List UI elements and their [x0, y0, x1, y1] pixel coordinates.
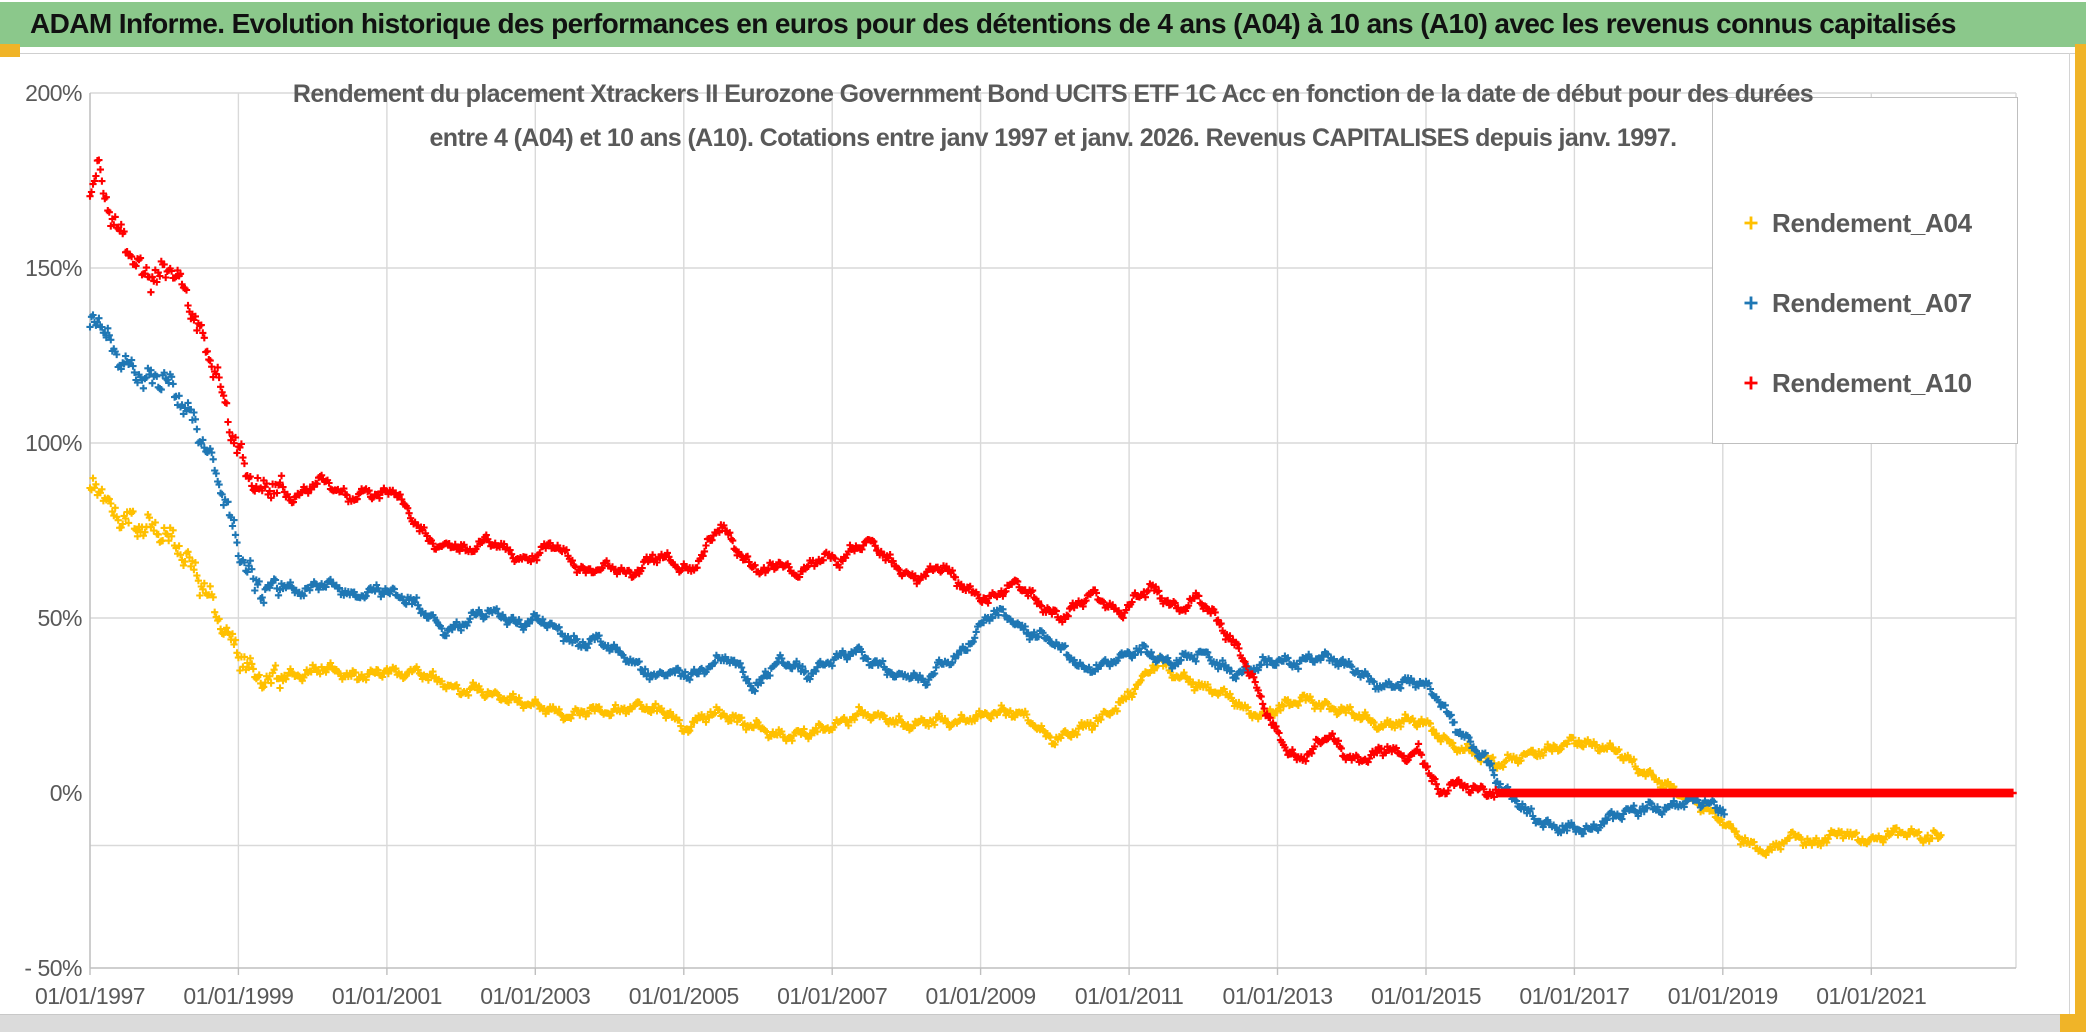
x-axis-tick-label: 01/01/2011 [1075, 983, 1183, 1009]
chart-title-line1: Rendement du placement Xtrackers II Euro… [292, 80, 1814, 108]
x-axis-tick-label: 01/01/2001 [332, 983, 442, 1009]
chart-legend: Rendement_A04 Rendement_A07 Rendement_A10 [1712, 97, 2018, 444]
banner-title: ADAM Informe. Evolution historique des p… [30, 8, 1956, 39]
x-axis-tick-label: 01/01/2015 [1371, 983, 1481, 1009]
legend-label: Rendement_A10 [1772, 367, 1972, 398]
legend-item-rendement_a04: Rendement_A04 [1743, 203, 1972, 243]
x-axis-tick-label: 01/01/2007 [777, 983, 887, 1009]
bottom-strip [0, 1014, 2086, 1032]
series-markers-rendement_a07 [86, 311, 1728, 838]
y-axis-tick-label: 50% [37, 605, 82, 631]
legend-label: Rendement_A04 [1772, 207, 1972, 238]
x-axis-tick-label: 01/01/2013 [1222, 983, 1332, 1009]
x-axis-tick-label: 01/01/2019 [1668, 983, 1778, 1009]
y-axis-tick-label: - 50% [24, 955, 82, 981]
y-axis-tick-label: 200% [25, 80, 82, 106]
x-axis-tick-label: 01/01/2021 [1816, 983, 1926, 1009]
series-markers-rendement_a04 [86, 474, 1945, 859]
plus-marker-icon [1744, 216, 1758, 230]
gold-corner-tab [0, 44, 20, 57]
top-divider-line [0, 53, 2086, 54]
x-axis-tick-label: 01/01/2003 [480, 983, 590, 1009]
legend-item-rendement_a10: Rendement_A10 [1743, 363, 1972, 403]
series-markers-rendement_a10-flat-zero [1492, 788, 2017, 798]
gold-side-bar [2075, 44, 2086, 1032]
series-markers-rendement_a10 [86, 156, 1500, 801]
legend-label: Rendement_A07 [1772, 287, 1972, 318]
plus-marker-icon [1744, 376, 1758, 390]
x-axis-tick-label: 01/01/1997 [35, 983, 145, 1009]
green-title-banner: ADAM Informe. Evolution historique des p… [0, 2, 2086, 47]
gold-bottom-right-square [2060, 1014, 2086, 1032]
x-axis-tick-label: 01/01/2009 [926, 983, 1036, 1009]
legend-item-rendement_a07: Rendement_A07 [1743, 283, 1972, 323]
x-axis-tick-label: 01/01/1999 [183, 983, 293, 1009]
x-axis-tick-label: 01/01/2017 [1519, 983, 1629, 1009]
y-axis-tick-label: 100% [25, 430, 82, 456]
x-axis-tick-label: 01/01/2005 [629, 983, 739, 1009]
plus-marker-icon [1744, 296, 1758, 310]
y-axis-tick-label: 0% [50, 780, 82, 806]
right-divider-line [2069, 53, 2070, 1014]
chart-title-line2: entre 4 (A04) et 10 ans (A10). Cotations… [429, 124, 1678, 152]
y-axis-tick-label: 150% [25, 255, 82, 281]
